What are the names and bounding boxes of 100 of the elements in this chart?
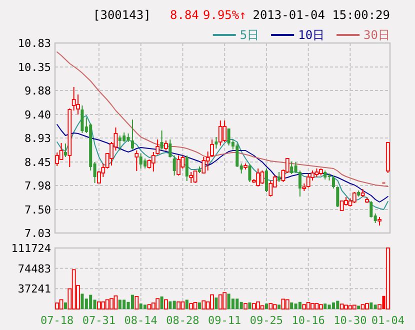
bar bbox=[248, 302, 252, 309]
candlestick bbox=[168, 139, 172, 158]
bar bbox=[298, 302, 302, 309]
y-tick-label: 10.83 bbox=[18, 37, 51, 50]
bar bbox=[256, 301, 260, 310]
bar bbox=[244, 303, 248, 310]
bar bbox=[164, 299, 168, 310]
bar bbox=[386, 248, 390, 310]
bar bbox=[318, 304, 323, 310]
bar bbox=[122, 300, 126, 309]
text: 9.95%↑ bbox=[203, 8, 246, 22]
bar bbox=[306, 302, 310, 310]
bar bbox=[180, 301, 185, 310]
bar bbox=[172, 300, 176, 309]
bar bbox=[310, 303, 314, 310]
candlestick bbox=[370, 200, 373, 218]
bar bbox=[285, 299, 290, 310]
x-tick-label: 10-16 bbox=[292, 314, 325, 327]
bar bbox=[218, 294, 222, 310]
candlestick bbox=[122, 132, 126, 142]
legend-label: 5日 bbox=[240, 28, 260, 42]
bar bbox=[72, 269, 76, 310]
y-tick-label: 74483 bbox=[18, 262, 51, 276]
bar bbox=[59, 299, 64, 310]
bar bbox=[332, 302, 335, 309]
bar bbox=[348, 305, 352, 310]
y-tick-label: 7.98 bbox=[24, 180, 51, 192]
bar bbox=[357, 306, 360, 309]
bar bbox=[264, 304, 268, 309]
legend-label: 30日 bbox=[364, 28, 390, 42]
chart-title: [300143] bbox=[93, 8, 151, 22]
candlestick bbox=[332, 175, 335, 189]
x-tick-label: 07-31 bbox=[82, 314, 116, 327]
y-tick-label: 7.03 bbox=[24, 227, 51, 240]
candlestick bbox=[227, 128, 230, 146]
candlestick bbox=[139, 153, 142, 169]
bar bbox=[314, 303, 319, 310]
candlestick bbox=[118, 135, 122, 151]
bar bbox=[134, 296, 139, 310]
bar bbox=[370, 302, 373, 309]
candlestick bbox=[172, 155, 176, 176]
y-tick-label: 8.45 bbox=[24, 156, 51, 169]
bar bbox=[105, 299, 110, 310]
bar bbox=[176, 301, 180, 310]
y-tick-label: 37241 bbox=[18, 282, 51, 296]
bar bbox=[185, 300, 188, 309]
bar bbox=[101, 301, 106, 310]
candlestick bbox=[278, 172, 281, 182]
bar bbox=[336, 300, 340, 309]
candlestick bbox=[160, 130, 164, 150]
candlestick bbox=[130, 119, 134, 150]
bar bbox=[144, 304, 147, 309]
bar bbox=[227, 294, 230, 309]
y-tick-label: 8.93 bbox=[24, 132, 51, 145]
text: 2013-01-04 15:00:29 bbox=[252, 8, 390, 22]
bar bbox=[281, 298, 286, 310]
bar bbox=[202, 300, 206, 310]
bar bbox=[118, 300, 122, 309]
bar bbox=[240, 302, 243, 309]
line-series bbox=[56, 52, 388, 187]
bar bbox=[374, 304, 377, 309]
candlestick bbox=[236, 143, 239, 168]
candlestick bbox=[76, 94, 80, 115]
bar bbox=[260, 305, 264, 310]
candlestick bbox=[214, 136, 218, 149]
candlestick bbox=[80, 105, 84, 134]
x-tick-label: 01-04 bbox=[371, 314, 405, 327]
candlestick bbox=[185, 155, 188, 182]
bar bbox=[344, 304, 348, 310]
candlestick bbox=[264, 168, 268, 192]
candlestick bbox=[72, 86, 76, 111]
bar bbox=[64, 302, 67, 309]
y-tick-label: 7.50 bbox=[24, 204, 51, 216]
x-tick-label: 09-11 bbox=[208, 314, 242, 327]
bar bbox=[352, 304, 356, 310]
bar bbox=[302, 304, 306, 310]
bar bbox=[147, 304, 152, 310]
bar bbox=[156, 298, 160, 310]
bar bbox=[198, 302, 201, 309]
text: 8.84 bbox=[170, 8, 199, 22]
bar bbox=[290, 302, 294, 309]
bar bbox=[222, 292, 227, 310]
y-tick-label: 9.40 bbox=[24, 108, 51, 122]
bar bbox=[340, 304, 344, 310]
y-tick-label: 111724 bbox=[11, 242, 52, 255]
candlestick bbox=[64, 143, 67, 158]
bar bbox=[268, 303, 273, 310]
x-tick-label: 09-25 bbox=[250, 314, 284, 327]
x-tick-label: 08-14 bbox=[124, 314, 158, 327]
bar bbox=[210, 294, 214, 310]
bar bbox=[80, 294, 84, 309]
bar bbox=[130, 294, 134, 309]
y-tick-label: 9.88 bbox=[24, 84, 51, 98]
line-series bbox=[56, 124, 388, 202]
bar bbox=[278, 304, 281, 309]
bar bbox=[236, 298, 239, 309]
bar bbox=[189, 303, 194, 310]
candlestick bbox=[290, 161, 294, 174]
bar bbox=[160, 296, 164, 309]
bar bbox=[360, 304, 365, 310]
